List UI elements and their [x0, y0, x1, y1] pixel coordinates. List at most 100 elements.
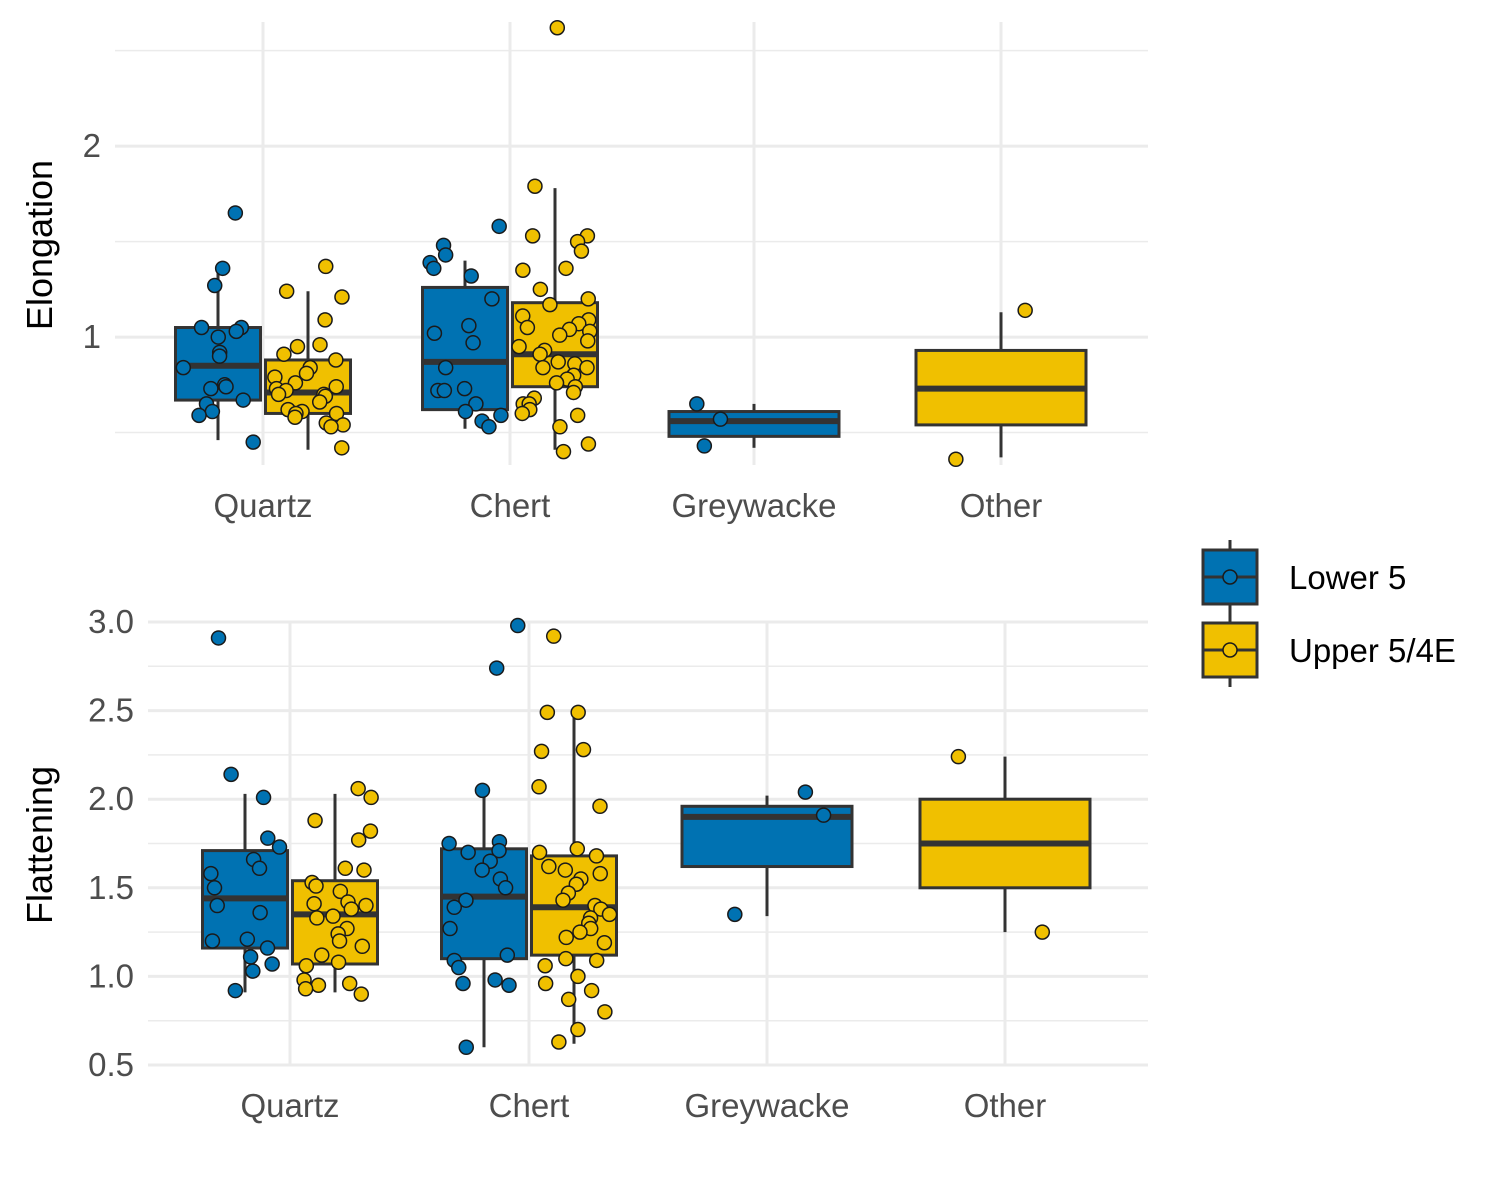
data-point: [328, 378, 344, 395]
data-point: [227, 205, 244, 221]
data-point: [570, 704, 586, 721]
data-point: [343, 901, 360, 917]
data-point: [510, 617, 526, 634]
data-point: [481, 419, 497, 435]
data-point: [551, 327, 568, 343]
box-upper-5-4e-chert: [530, 628, 618, 1050]
data-point: [537, 958, 553, 974]
data-point: [334, 289, 350, 305]
data-point: [214, 260, 231, 277]
data-point: [560, 991, 577, 1008]
data-point: [558, 260, 574, 277]
y-axis-title: Elongation: [19, 160, 60, 330]
data-point: [259, 940, 276, 956]
data-point: [532, 346, 548, 362]
data-point: [570, 968, 586, 985]
data-point: [514, 405, 530, 422]
y-tick-label: 1: [83, 318, 101, 355]
data-point: [580, 291, 596, 307]
y-tick-label: 2.5: [88, 692, 134, 729]
box-upper-5-4e-quartz: [291, 780, 379, 1002]
data-point: [1017, 302, 1033, 319]
data-point: [223, 766, 239, 783]
elongation-panel: 1 2 Quartz Chert Greywacke Other Elongation: [19, 19, 1148, 524]
data-point: [328, 405, 345, 422]
data-point: [309, 910, 325, 926]
box-lower-5-quartz: [201, 630, 289, 999]
data-point: [317, 312, 333, 328]
data-point: [474, 782, 491, 799]
data-point: [539, 704, 556, 721]
data-point: [308, 878, 324, 894]
data-point: [532, 281, 549, 298]
data-point: [497, 880, 514, 896]
y-tick-label: 0.5: [88, 1046, 134, 1083]
data-point: [211, 348, 228, 364]
data-point: [712, 411, 729, 427]
data-point: [354, 938, 371, 955]
data-point: [484, 291, 500, 307]
data-point: [278, 283, 295, 299]
data-point: [511, 338, 527, 355]
data-point: [545, 628, 562, 644]
data-point: [549, 19, 566, 36]
data-point: [289, 338, 306, 355]
data-point: [276, 346, 292, 362]
data-point: [537, 975, 554, 992]
data-point: [463, 268, 479, 284]
data-point: [499, 947, 516, 963]
data-point: [558, 950, 574, 967]
data-point: [206, 277, 223, 294]
data-point: [306, 895, 322, 912]
data-point: [488, 660, 505, 676]
data-point: [270, 386, 287, 403]
data-point: [312, 336, 328, 353]
data-point: [456, 380, 473, 397]
data-point: [592, 798, 608, 815]
data-point: [570, 1021, 586, 1038]
data-point: [330, 954, 347, 970]
data-point: [491, 218, 507, 235]
legend-label: Upper 5/4E: [1289, 632, 1456, 669]
data-point: [558, 929, 574, 946]
data-point: [1034, 924, 1051, 940]
data-point: [596, 934, 613, 951]
data-point: [239, 931, 256, 947]
data-point: [696, 438, 713, 454]
data-point: [689, 396, 705, 412]
data-point: [314, 947, 330, 963]
data-point: [442, 920, 458, 937]
data-point: [541, 858, 557, 875]
data-point: [465, 335, 481, 351]
data-point: [332, 883, 349, 900]
data-point: [193, 319, 210, 336]
legend-point: [1222, 642, 1238, 658]
data-point: [460, 844, 476, 861]
data-point: [203, 380, 219, 397]
x-tick-label: Greywacke: [684, 1087, 849, 1124]
data-point: [527, 178, 543, 194]
data-point: [815, 807, 832, 823]
data-point: [588, 952, 605, 969]
data-point: [298, 958, 315, 974]
data-point: [575, 741, 592, 758]
data-point: [175, 359, 192, 376]
data-point: [555, 892, 571, 908]
legend-entry-lower: Lower 5: [1201, 540, 1406, 614]
data-point: [491, 842, 507, 859]
data-point: [245, 963, 261, 979]
data-point: [210, 630, 227, 646]
data-point: [227, 982, 244, 999]
data-point: [474, 862, 490, 878]
data-point: [583, 982, 600, 999]
y-tick-label: 1.0: [88, 957, 134, 994]
box-lower-5-quartz: [174, 205, 262, 450]
data-point: [548, 375, 565, 391]
data-point: [441, 835, 457, 852]
data-point: [455, 975, 471, 992]
data-point: [446, 899, 463, 916]
data-point: [468, 396, 484, 412]
box-lower-5-chert: [440, 617, 528, 1056]
data-point: [251, 860, 268, 877]
data-point: [271, 839, 288, 855]
